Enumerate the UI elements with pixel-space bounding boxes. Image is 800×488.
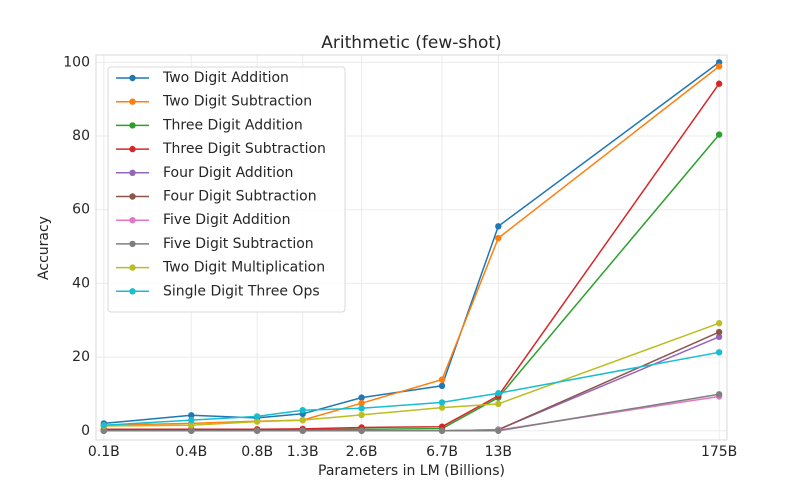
legend-label: Two Digit Subtraction [162, 94, 312, 110]
y-tick-label: 0 [81, 423, 90, 439]
legend-marker [129, 217, 136, 224]
point [495, 234, 502, 242]
y-tick-label: 100 [63, 54, 90, 70]
y-tick-label: 40 [72, 275, 90, 291]
point [299, 416, 306, 424]
point [715, 63, 723, 70]
point [715, 328, 723, 336]
legend-marker [129, 193, 136, 200]
x-axis-label: Parameters in LM (Billions) [318, 463, 505, 479]
point [495, 223, 502, 230]
legend-marker [129, 264, 136, 271]
legend-marker [129, 169, 136, 176]
legend-label: Three Digit Addition [162, 117, 303, 133]
series-line [103, 351, 720, 427]
legend-label: Four Digit Addition [163, 165, 293, 181]
series-line [103, 393, 720, 432]
point [100, 427, 108, 434]
point [495, 400, 502, 408]
legend-label: Two Digit Addition [162, 70, 289, 86]
legend-marker [129, 74, 136, 82]
point [495, 390, 502, 397]
point [438, 404, 446, 411]
point [358, 411, 365, 419]
x-tick-label: 175B [701, 444, 737, 460]
point [253, 413, 261, 420]
point [358, 394, 365, 401]
point [715, 80, 723, 87]
point [299, 427, 306, 434]
legend-label: Three Digit Subtraction [162, 141, 326, 157]
legend-box [107, 66, 346, 313]
chart-title: Arithmetic (few-shot) [321, 33, 501, 53]
point [358, 399, 365, 407]
legend-label: Five Digit Addition [163, 212, 290, 228]
x-tick-label: 0.8B [241, 444, 273, 460]
point [188, 427, 195, 434]
point [188, 412, 195, 419]
legend-label: Single Digit Three Ops [163, 283, 320, 299]
legend-marker [129, 122, 136, 129]
point [188, 422, 195, 429]
x-tick-label: 6.7B [426, 444, 458, 460]
legend-label: Four Digit Subtraction [163, 189, 317, 205]
point [438, 382, 446, 390]
point [188, 416, 195, 424]
x-tick-label: 13B [485, 444, 512, 460]
point [358, 405, 365, 412]
point [299, 406, 306, 414]
y-tick-label: 20 [72, 349, 90, 365]
y-axis-label: Accuracy [36, 216, 52, 280]
series-line [103, 322, 720, 427]
x-tick-label: 2.6B [346, 444, 378, 460]
point [358, 427, 365, 434]
plot-frame [95, 54, 728, 441]
legend-marker [129, 288, 136, 295]
point [715, 333, 723, 341]
series-line [103, 65, 720, 427]
legend-marker [129, 98, 136, 105]
legend-marker [129, 145, 136, 153]
legend-marker [129, 240, 136, 248]
point [438, 427, 446, 434]
point [495, 427, 502, 434]
point [715, 131, 723, 138]
point [438, 399, 446, 406]
x-tick-label: 0.1B [88, 444, 120, 460]
point [715, 391, 723, 398]
point [438, 376, 446, 383]
point [253, 427, 261, 434]
y-tick-label: 60 [72, 202, 90, 218]
y-tick-label: 80 [72, 128, 90, 144]
point [253, 418, 261, 425]
series-line [103, 83, 720, 431]
series-line [103, 61, 720, 425]
point [715, 349, 723, 356]
x-tick-label: 0.4B [175, 444, 207, 460]
point [100, 422, 108, 429]
x-tick-label: 1.3B [287, 444, 319, 460]
legend-label: Five Digit Subtraction [163, 236, 314, 252]
legend-label: Two Digit Multiplication [162, 260, 325, 276]
point [715, 320, 723, 327]
